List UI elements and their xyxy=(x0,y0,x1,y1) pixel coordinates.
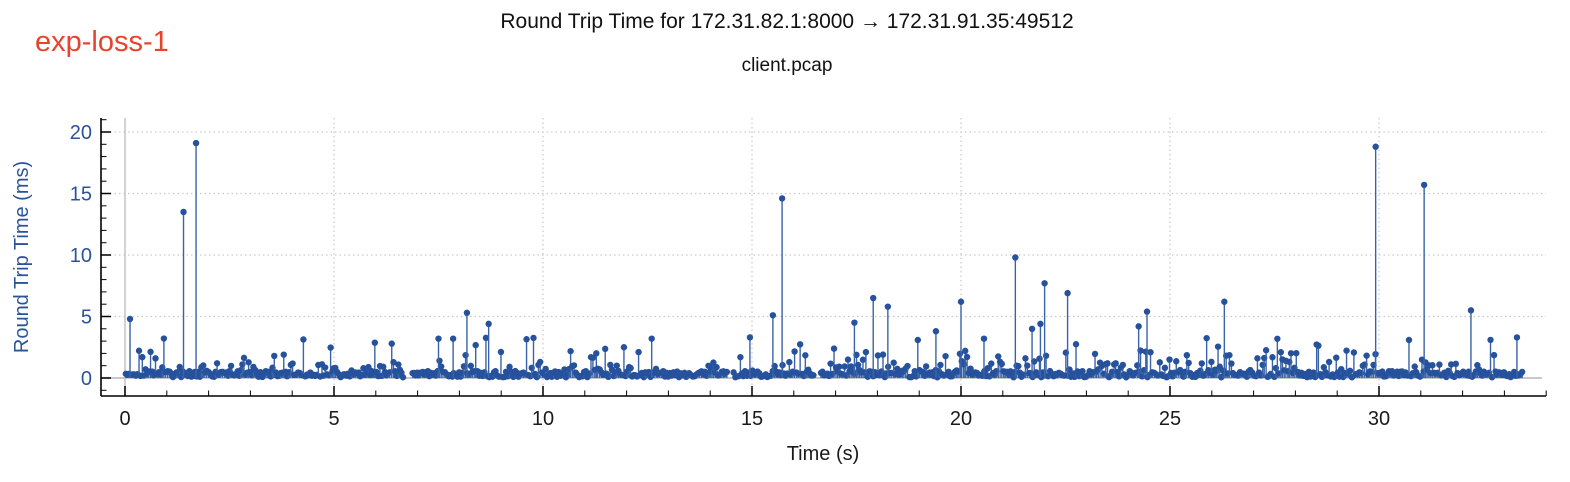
y-tick-label: 0 xyxy=(81,368,92,390)
axis-ticks xyxy=(101,119,1547,396)
y-tick-label: 20 xyxy=(70,122,92,144)
stem-series xyxy=(122,139,1526,381)
x-tick-label: 10 xyxy=(532,408,554,430)
x-tick-label: 30 xyxy=(1368,408,1390,430)
x-tick-label: 25 xyxy=(1159,408,1181,430)
y-axis-label: Round Trip Time (ms) xyxy=(11,161,33,353)
grid-layer xyxy=(101,118,1546,396)
y-tick-label: 10 xyxy=(70,245,92,267)
y-tick-labels: 0 5 10 15 20 xyxy=(70,122,92,390)
x-tick-label: 15 xyxy=(741,408,763,430)
y-tick-label: 15 xyxy=(70,184,92,206)
x-tick-label: 0 xyxy=(119,408,130,430)
x-axis-label: Time (s) xyxy=(787,443,860,465)
x-tick-labels: 0 5 10 15 20 25 30 xyxy=(119,408,1390,430)
axes-spines xyxy=(100,118,1546,397)
x-tick-label: 5 xyxy=(328,408,339,430)
chart-title: Round Trip Time for 172.31.82.1:8000 → 1… xyxy=(500,10,1073,33)
x-tick-label: 20 xyxy=(950,408,972,430)
chart-subtitle: client.pcap xyxy=(742,55,833,76)
y-tick-label: 5 xyxy=(81,307,92,329)
annotation-label: exp-loss-1 xyxy=(35,26,169,58)
